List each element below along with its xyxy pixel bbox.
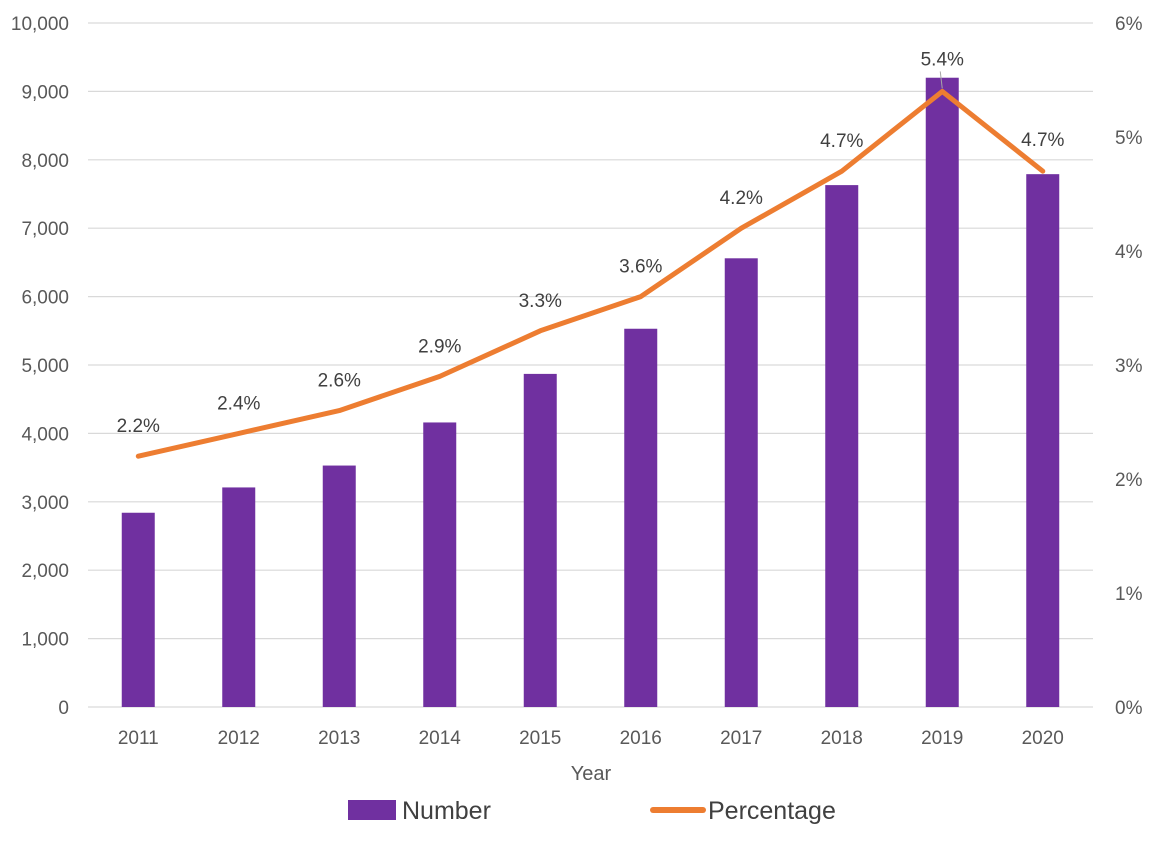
y-left-tick-label: 6,000 [21,288,69,309]
x-tick-label: 2016 [620,728,662,749]
x-tick-label: 2014 [419,728,462,749]
bar-2020 [1026,174,1060,707]
data-label-2011: 2.2% [117,416,160,437]
y-right-tick-label: 6% [1115,14,1143,35]
y-left-tick-label: 1,000 [21,630,69,651]
legend-swatch-number [348,800,396,820]
y-left-tick-label: 4,000 [21,424,69,445]
y-right-tick-label: 0% [1115,698,1143,719]
x-tick-label: 2011 [118,728,159,749]
data-label-2012: 2.4% [217,393,260,414]
data-labels: 2.2% 2.4% 2.6% 2.9% 3.3% 3.6% 4.2% 4.7% 5.4% 4.7% [117,49,1065,437]
bar-2012 [222,487,256,707]
right-y-axis: 0% 1% 2% 3% 4% 5% 6% [1115,14,1143,719]
percentage-line [135,88,1046,459]
y-right-tick-label: 2% [1115,470,1143,491]
bar-2015 [523,373,557,707]
data-label-leader [939,71,943,89]
data-label-2013: 2.6% [318,371,361,392]
y-left-tick-label: 5,000 [21,356,69,377]
y-left-tick-label: 9,000 [21,82,69,103]
y-left-tick-label: 8,000 [21,151,69,172]
data-label-2016: 3.6% [619,257,662,278]
y-right-tick-label: 3% [1115,356,1143,377]
legend-label-number: Number [402,797,491,825]
data-label-2019: 5.4% [921,49,964,70]
y-left-tick-label: 10,000 [11,14,69,35]
line-series-percentage [135,88,1046,459]
bar-2018 [825,185,859,707]
bar-2011 [121,512,155,707]
x-axis: 2011 2012 2013 2014 2015 2016 2017 2018 2019 2020 [118,728,1064,749]
data-label-2018: 4.7% [820,131,863,152]
bar-2013 [322,465,356,707]
y-left-tick-label: 7,000 [21,219,69,240]
y-left-tick-label: 3,000 [21,493,69,514]
x-tick-label: 2020 [1022,728,1064,749]
x-tick-label: 2017 [720,728,762,749]
data-label-2020: 4.7% [1021,130,1064,151]
bar-2014 [423,422,457,707]
bar-2017 [724,258,758,707]
bar-2016 [624,328,658,707]
bar-series-number [121,77,1060,708]
x-tick-label: 2018 [821,728,863,749]
x-tick-label: 2015 [519,728,561,749]
x-tick-label: 2012 [218,728,260,749]
y-right-tick-label: 5% [1115,128,1143,149]
left-y-axis: 0 1,000 2,000 3,000 4,000 5,000 6,000 7,000 8,00… [11,14,69,719]
gridlines [88,22,1093,708]
y-right-tick-label: 1% [1115,584,1143,605]
x-axis-title: Year [571,763,612,785]
x-tick-label: 2019 [921,728,963,749]
data-label-2017: 4.2% [720,188,763,209]
data-label-2015: 3.3% [519,291,562,312]
bar-2019 [925,77,959,708]
y-left-tick-label: 0 [58,698,69,719]
legend: Number Percentage [348,797,836,825]
legend-label-percentage: Percentage [708,797,836,825]
y-right-tick-label: 4% [1115,242,1143,263]
data-label-2014: 2.9% [418,336,461,357]
x-tick-label: 2013 [318,728,360,749]
y-left-tick-label: 2,000 [21,561,69,582]
